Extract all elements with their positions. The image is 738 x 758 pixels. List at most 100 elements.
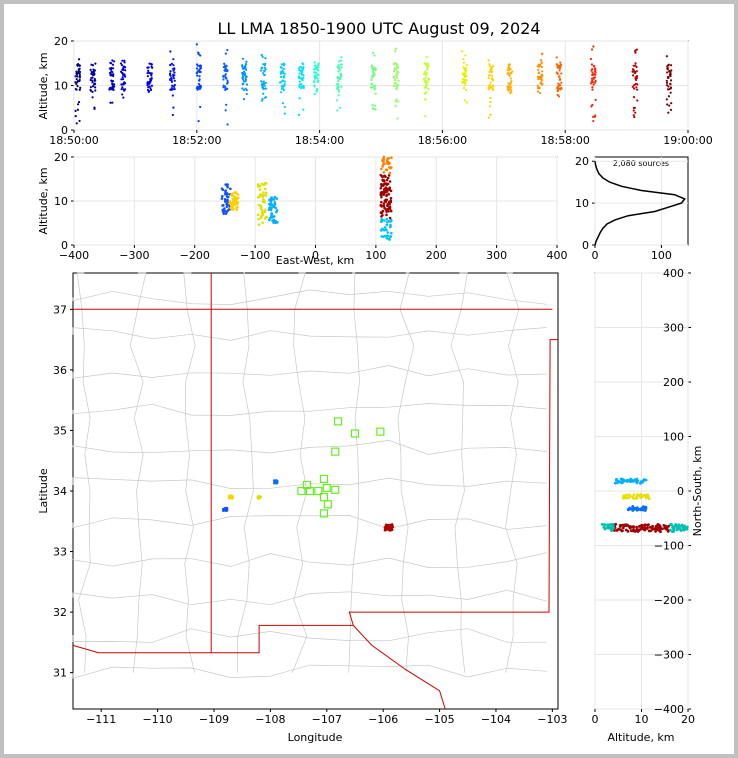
time-source-point — [280, 63, 283, 66]
time-source-point — [280, 66, 283, 69]
ns-source-point — [659, 530, 662, 534]
time-source-point — [634, 71, 637, 74]
time-source-point — [536, 84, 539, 87]
time-source-point — [121, 78, 125, 81]
time-source-point — [241, 65, 244, 68]
time-source-point — [337, 60, 341, 63]
time-source-point — [635, 65, 638, 69]
time-source-point — [536, 75, 540, 78]
time-cluster — [422, 55, 430, 118]
time-source-point — [669, 79, 673, 82]
time-source-point — [197, 119, 200, 123]
time-cluster — [278, 62, 286, 115]
time-source-point — [242, 97, 246, 101]
time-source-point — [510, 90, 513, 94]
time-source-point — [392, 84, 396, 87]
ew-source-point — [230, 206, 234, 210]
figure-frame: LL LMA 1850-1900 UTC August 09, 2024 Alt… — [4, 4, 734, 754]
ns-source-point — [614, 478, 618, 482]
map-source-point — [228, 496, 231, 500]
ew-cluster — [220, 183, 232, 215]
time-ytick-label: 0 — [61, 124, 68, 137]
time-source-point — [79, 86, 82, 89]
time-source-point — [374, 92, 377, 95]
time-source-point — [300, 86, 303, 89]
time-source-point — [76, 108, 80, 111]
ns-source-point — [629, 480, 632, 483]
time-source-point — [589, 57, 593, 61]
time-source-point — [635, 86, 638, 89]
ew-source-point — [236, 193, 240, 196]
time-source-point — [633, 116, 636, 119]
time-source-point — [226, 123, 229, 126]
time-source-point — [397, 66, 400, 69]
ew-xtick-label: −300 — [119, 249, 149, 262]
time-source-point — [298, 97, 301, 100]
ew-source-point — [269, 199, 273, 203]
ns-source-point — [615, 481, 619, 485]
time-source-point — [297, 113, 301, 116]
ns-ytick-label: −300 — [654, 649, 684, 662]
county-line — [72, 403, 547, 416]
county-line — [348, 272, 360, 673]
ns-source-point — [623, 479, 627, 483]
ew-source-point — [268, 207, 272, 210]
time-source-point — [75, 82, 78, 86]
time-source-point — [394, 50, 397, 53]
ew-xtick-label: 300 — [486, 249, 507, 262]
ew-source-point — [383, 219, 386, 222]
time-source-point — [146, 88, 150, 92]
ns-source-point — [643, 528, 647, 532]
time-source-point — [594, 67, 597, 70]
time-source-point — [632, 96, 636, 99]
time-source-point — [593, 76, 596, 79]
time-cluster — [119, 59, 127, 99]
time-source-point — [225, 103, 228, 106]
time-source-point — [589, 82, 593, 85]
time-source-point — [225, 82, 229, 85]
ns-source-point — [658, 526, 662, 529]
ew-source-point — [225, 184, 229, 187]
ew-xtick-label: 100 — [365, 249, 386, 262]
ns-source-point — [651, 524, 654, 528]
time-source-point — [300, 73, 303, 76]
ew-source-point — [383, 199, 387, 203]
map-ytick-label: 35 — [53, 424, 67, 437]
time-source-point — [425, 91, 428, 94]
ns-xtick-label: 10 — [635, 713, 649, 726]
time-source-point — [149, 78, 152, 81]
ew-source-point — [231, 192, 234, 195]
ew-source-point — [388, 166, 391, 169]
time-source-point — [297, 75, 301, 78]
time-source-point — [592, 83, 595, 86]
time-source-point — [260, 53, 263, 57]
time-panel-ylabel: Altitude, km — [37, 52, 50, 119]
time-source-point — [260, 66, 264, 69]
time-source-point — [93, 82, 96, 85]
time-source-point — [122, 96, 125, 99]
time-source-point — [463, 99, 466, 102]
time-source-point — [241, 87, 244, 90]
time-source-point — [373, 67, 376, 70]
time-source-point — [283, 76, 286, 79]
time-source-point — [110, 70, 113, 73]
time-source-point — [556, 93, 559, 97]
ns-ytick-label: −100 — [654, 540, 684, 553]
time-source-point — [283, 105, 286, 109]
time-source-point — [302, 76, 305, 79]
time-source-point — [91, 81, 94, 84]
time-source-point — [592, 45, 595, 48]
time-source-point — [89, 68, 92, 72]
ew-source-point — [380, 211, 384, 214]
time-source-point — [222, 75, 225, 78]
time-source-point — [226, 69, 229, 72]
ns-source-point — [677, 524, 681, 528]
time-source-point — [243, 66, 246, 69]
time-source-point — [315, 90, 318, 93]
time-source-point — [74, 81, 77, 84]
time-source-point — [313, 71, 316, 74]
time-source-point — [394, 47, 398, 50]
lma-station-marker — [319, 509, 329, 518]
time-source-point — [199, 54, 202, 57]
time-source-point — [147, 66, 150, 69]
